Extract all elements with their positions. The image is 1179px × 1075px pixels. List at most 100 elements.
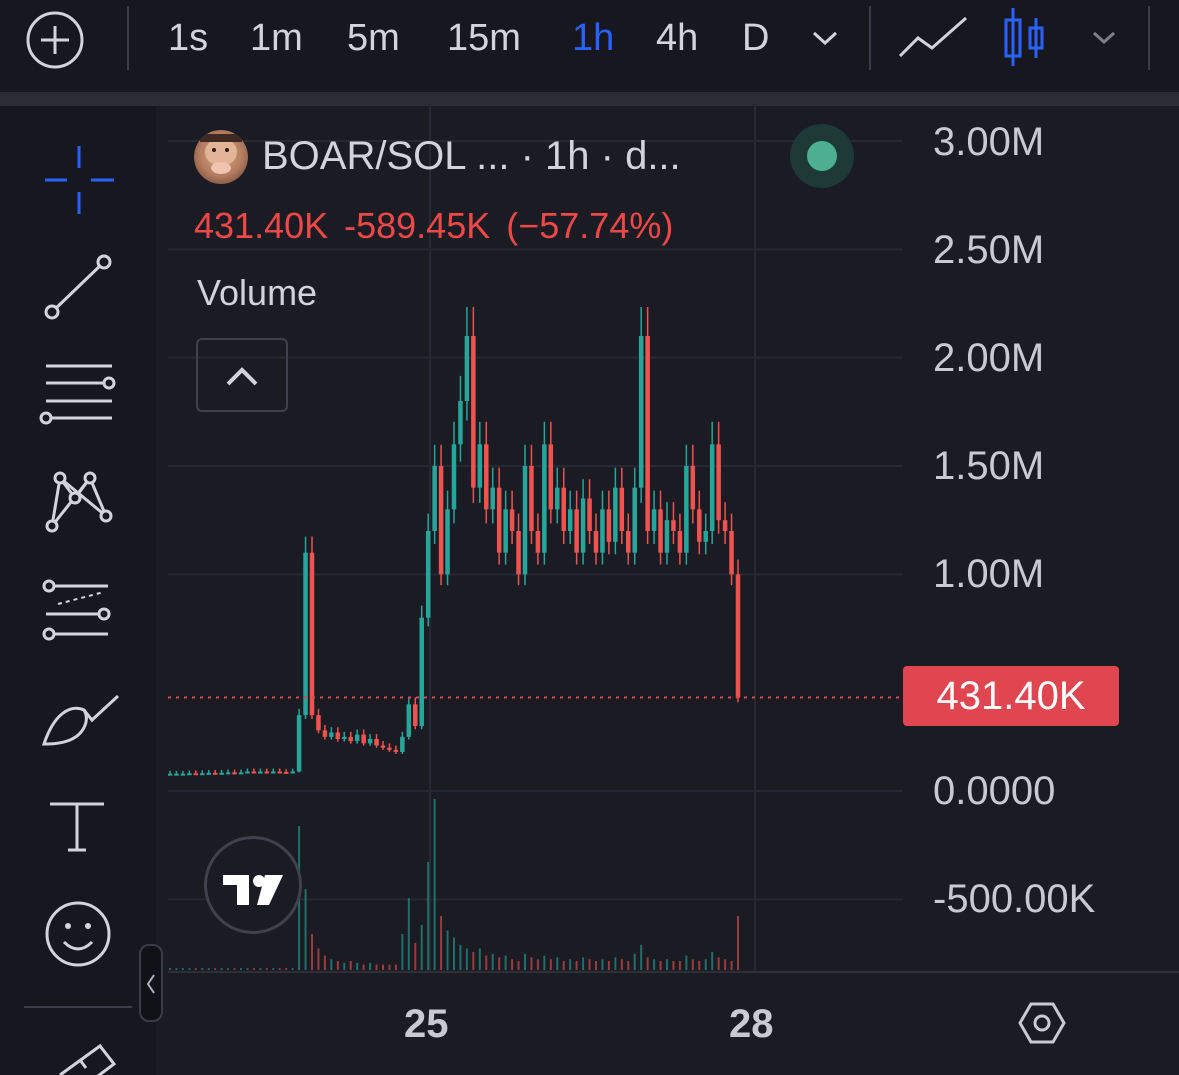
candles-chart-icon[interactable]: [1004, 8, 1044, 66]
volume-bar: [311, 934, 313, 970]
market-status-indicator[interactable]: [790, 124, 854, 188]
volume-bar: [517, 961, 520, 970]
candle: [522, 466, 528, 575]
candle: [555, 487, 560, 510]
candle: [542, 444, 547, 553]
volume-bar: [362, 964, 365, 970]
volume-bar: [685, 955, 688, 970]
candle: [425, 531, 431, 618]
candle: [277, 771, 282, 774]
volume-bar: [569, 959, 572, 970]
emoji-icon[interactable]: [45, 901, 111, 967]
candle: [380, 745, 386, 748]
volume-bar: [317, 948, 320, 970]
volume-bar: [227, 968, 230, 970]
volume-bar: [375, 964, 378, 970]
volume-bar: [394, 964, 397, 970]
interval-1h[interactable]: 1h: [572, 17, 615, 59]
candle: [464, 336, 470, 401]
candle: [484, 444, 489, 510]
interval-5m[interactable]: 5m: [347, 17, 400, 59]
volume-bar: [472, 952, 475, 970]
interval-dropdown-chevron-icon[interactable]: [812, 31, 838, 46]
volume-bar: [265, 968, 268, 970]
interval-4h[interactable]: 4h: [656, 17, 699, 59]
text-tool-icon[interactable]: [50, 802, 104, 852]
line-chart-icon[interactable]: [898, 16, 967, 58]
volume-bar: [491, 953, 494, 970]
candle: [367, 739, 373, 744]
volume-bar: [640, 944, 643, 970]
candle: [361, 734, 366, 744]
volume-bar: [336, 961, 339, 970]
volume-bar: [627, 961, 630, 970]
volume-bar: [285, 968, 288, 970]
volume-bar: [620, 959, 623, 970]
volume-bar: [653, 959, 656, 970]
volume-bar: [478, 948, 481, 970]
volume-bar: [323, 955, 326, 970]
interval-15m[interactable]: 15m: [447, 17, 521, 59]
chart-pane[interactable]: [168, 106, 1179, 1075]
candle: [632, 487, 637, 553]
add-symbol-icon[interactable]: [0, 0, 120, 92]
toolbar-separator: [0, 92, 1179, 106]
candle: [309, 552, 315, 716]
candle: [600, 509, 605, 553]
volume-bar: [575, 961, 578, 970]
brush-icon[interactable]: [41, 694, 120, 746]
volume-bar: [343, 962, 346, 970]
legend-change-pct: (−57.74%): [506, 205, 674, 246]
candle: [561, 487, 566, 531]
candle: [206, 772, 211, 775]
volume-bar: [382, 964, 384, 970]
candle: [258, 771, 263, 774]
candle: [658, 509, 663, 553]
ruler-icon[interactable]: [59, 1043, 117, 1075]
volume-bar: [272, 968, 275, 970]
candle: [645, 336, 650, 531]
interval-d[interactable]: D: [742, 17, 770, 59]
drawing-toolbar: [0, 106, 156, 1075]
volume-bar: [194, 968, 197, 970]
volume-bar: [659, 961, 662, 970]
candle: [283, 771, 289, 774]
collapse-toolbar-handle[interactable]: [139, 944, 163, 1022]
interval-1s[interactable]: 1s: [168, 17, 209, 59]
candle: [548, 444, 554, 510]
volume-bar: [607, 961, 610, 970]
trend-line-icon[interactable]: [44, 254, 112, 320]
volume-bar: [717, 957, 720, 970]
symbol-title[interactable]: BOAR/SOL ... · 1h · d...: [262, 134, 681, 178]
candle: [638, 336, 644, 488]
interval-1m[interactable]: 1m: [250, 17, 303, 59]
fib-retracement-icon[interactable]: [42, 579, 111, 641]
candle: [664, 520, 670, 553]
candle: [490, 487, 495, 510]
volume-bar: [511, 959, 514, 970]
candle: [219, 772, 224, 775]
volume-bar: [678, 961, 681, 970]
chart-type-dropdown-chevron-icon[interactable]: [1092, 31, 1116, 45]
horizontal-lines-icon[interactable]: [39, 364, 116, 425]
volume-bar: [356, 962, 359, 970]
volume-study-label[interactable]: Volume: [197, 272, 318, 313]
candle: [458, 401, 463, 445]
toolbar-divider: [127, 6, 129, 70]
volume-bar: [724, 959, 727, 970]
time-scale-label: 28: [729, 1002, 774, 1046]
volume-bar: [582, 957, 585, 970]
volume-bar: [278, 968, 281, 970]
candle: [406, 704, 412, 737]
candle: [322, 730, 328, 737]
price-scale-label: 1.00M: [933, 552, 1045, 596]
volume-bar: [252, 968, 255, 970]
collapse-legend-button[interactable]: [196, 338, 288, 412]
volume-bar: [730, 961, 733, 970]
candle: [574, 509, 579, 553]
market-open-dot: [807, 141, 837, 171]
candle: [619, 487, 625, 531]
volume-bar: [175, 968, 178, 970]
crosshair-icon[interactable]: [45, 146, 114, 214]
pattern-icon[interactable]: [45, 471, 113, 533]
